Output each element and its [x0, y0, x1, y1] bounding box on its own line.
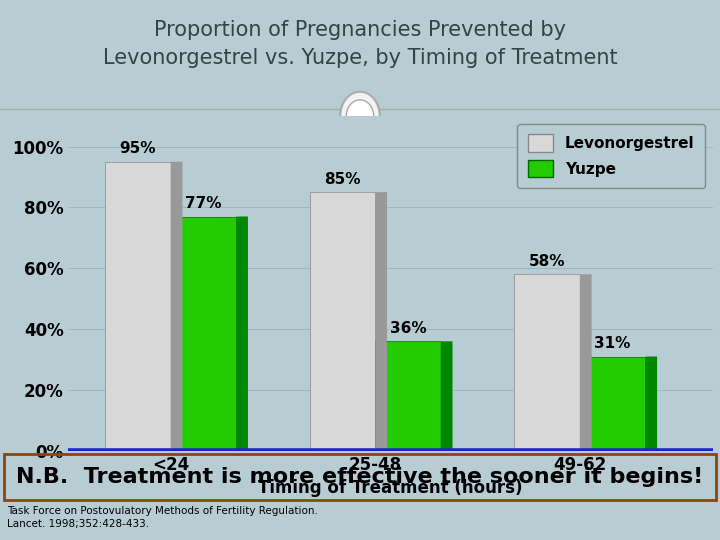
Bar [171, 217, 236, 451]
Text: N.B.  Treatment is more effective the sooner it begins!: N.B. Treatment is more effective the soo… [17, 467, 703, 487]
Polygon shape [236, 217, 248, 451]
Text: Proportion of Pregnancies Prevented by
Levonorgestrel vs. Yuzpe, by Timing of Tr: Proportion of Pregnancies Prevented by L… [103, 20, 617, 68]
Bar [514, 274, 580, 451]
Polygon shape [645, 356, 657, 451]
Polygon shape [441, 341, 452, 451]
Legend: Levonorgestrel, Yuzpe: Levonorgestrel, Yuzpe [518, 124, 705, 188]
Text: 95%: 95% [120, 141, 156, 156]
Text: 77%: 77% [185, 196, 222, 211]
Bar [310, 192, 375, 451]
Polygon shape [171, 161, 182, 451]
Text: 58%: 58% [529, 254, 565, 269]
Bar [105, 162, 171, 451]
Text: Task Force on Postovulatory Methods of Fertility Regulation.
Lancet. 1998;352:42: Task Force on Postovulatory Methods of F… [7, 506, 318, 529]
Bar [375, 341, 441, 451]
Ellipse shape [346, 100, 374, 132]
Text: 31%: 31% [595, 336, 631, 351]
Ellipse shape [340, 92, 380, 140]
Bar [580, 356, 645, 451]
X-axis label: Timing of Treatment (hours): Timing of Treatment (hours) [258, 480, 523, 497]
Polygon shape [375, 192, 387, 451]
Polygon shape [580, 274, 592, 451]
Text: 36%: 36% [390, 321, 426, 336]
Text: 85%: 85% [324, 172, 361, 187]
